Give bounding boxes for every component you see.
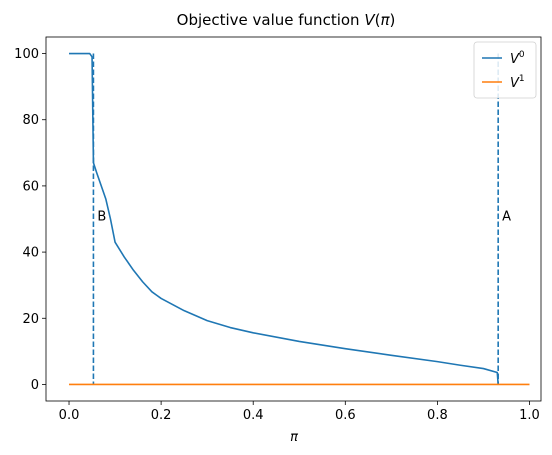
y-tick-label: 0: [31, 378, 39, 393]
x-tick-label: 0.0: [59, 408, 80, 423]
legend-label-v1: V1: [510, 74, 525, 91]
x-tick-label: 0.6: [335, 408, 356, 423]
x-tick-label: 0.4: [243, 408, 264, 423]
y-tick-label: 20: [22, 312, 39, 327]
annotation-b: B: [97, 210, 106, 225]
x-tick-label: 1.0: [519, 408, 540, 423]
annotation-a: A: [502, 210, 511, 225]
title-paren-open: (: [375, 11, 381, 29]
y-tick-label: 40: [22, 246, 39, 261]
y-tick-label: 60: [22, 179, 39, 194]
y-tick-label: 80: [22, 113, 39, 128]
x-axis-label: π: [290, 430, 298, 445]
legend-label-base: V: [510, 52, 520, 67]
title-main: Objective value function: [177, 11, 365, 29]
x-tick-label: 0.8: [427, 408, 448, 423]
y-tick-label: 100: [14, 47, 39, 62]
axes-frame: [45, 36, 542, 402]
title-arg: π: [380, 11, 390, 29]
chart-title: Objective value function V(π): [177, 11, 396, 29]
legend-label-superscript: 1: [519, 74, 525, 84]
legend-label-v0: V0: [510, 50, 525, 67]
series-line-v0: [69, 52, 499, 385]
legend-label-superscript: 0: [519, 50, 525, 60]
legend-box: [473, 41, 537, 99]
title-paren-close: ): [389, 11, 395, 29]
title-symbol: V: [364, 11, 376, 29]
x-tick-label: 0.2: [151, 408, 172, 423]
legend-label-base: V: [510, 76, 520, 91]
